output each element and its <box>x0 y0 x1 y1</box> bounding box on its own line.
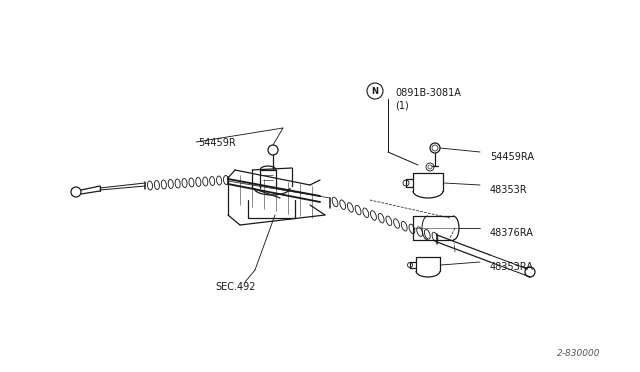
Circle shape <box>71 187 81 197</box>
Text: 2-830000: 2-830000 <box>557 349 600 358</box>
Text: 48376RA: 48376RA <box>490 228 534 238</box>
Text: 48353R: 48353R <box>490 185 527 195</box>
Text: 54459R: 54459R <box>198 138 236 148</box>
Text: 48353RA: 48353RA <box>490 262 534 272</box>
Text: (1): (1) <box>395 100 409 110</box>
Text: 54459RA: 54459RA <box>490 152 534 162</box>
Text: SEC.492: SEC.492 <box>215 282 255 292</box>
Text: N: N <box>371 87 378 96</box>
Circle shape <box>525 267 535 277</box>
Text: 0891B-3081A: 0891B-3081A <box>395 88 461 98</box>
